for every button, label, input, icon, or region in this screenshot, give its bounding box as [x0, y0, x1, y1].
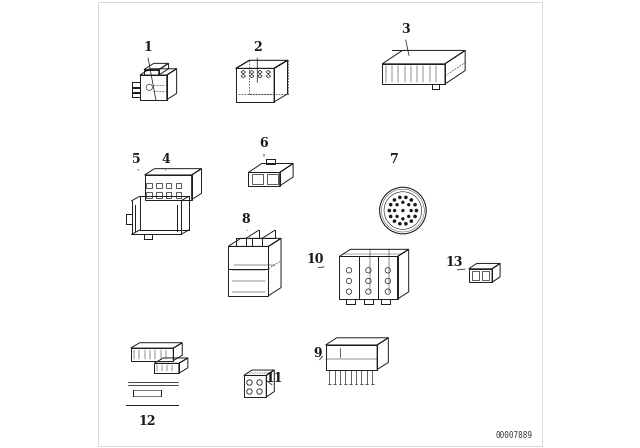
Circle shape [402, 201, 404, 203]
Circle shape [394, 220, 396, 222]
Circle shape [394, 210, 396, 211]
Circle shape [404, 223, 407, 225]
Circle shape [414, 203, 416, 206]
Text: 00007889: 00007889 [496, 431, 533, 440]
Circle shape [402, 210, 404, 211]
Text: 8: 8 [242, 213, 250, 226]
Circle shape [399, 223, 401, 225]
Circle shape [402, 218, 404, 220]
Text: 4: 4 [161, 152, 170, 166]
Circle shape [399, 196, 401, 198]
Text: 11: 11 [266, 372, 283, 385]
Circle shape [408, 204, 410, 206]
Circle shape [408, 215, 410, 217]
Circle shape [410, 220, 412, 222]
Circle shape [414, 215, 416, 218]
Circle shape [410, 199, 412, 201]
Text: 13: 13 [445, 255, 463, 269]
Circle shape [390, 203, 392, 206]
Circle shape [396, 204, 398, 206]
Text: 1: 1 [143, 40, 152, 54]
Circle shape [388, 210, 390, 212]
Text: 6: 6 [260, 137, 268, 150]
Text: 5: 5 [132, 152, 141, 166]
Circle shape [394, 199, 396, 201]
Circle shape [396, 215, 398, 217]
Text: 10: 10 [307, 253, 324, 267]
Circle shape [404, 196, 407, 198]
Circle shape [415, 210, 417, 212]
Text: 12: 12 [139, 414, 156, 428]
Circle shape [410, 210, 412, 211]
Circle shape [390, 215, 392, 218]
Text: 2: 2 [253, 40, 262, 54]
Text: 3: 3 [401, 22, 410, 36]
Text: 9: 9 [314, 347, 322, 361]
Text: 7: 7 [390, 152, 398, 166]
